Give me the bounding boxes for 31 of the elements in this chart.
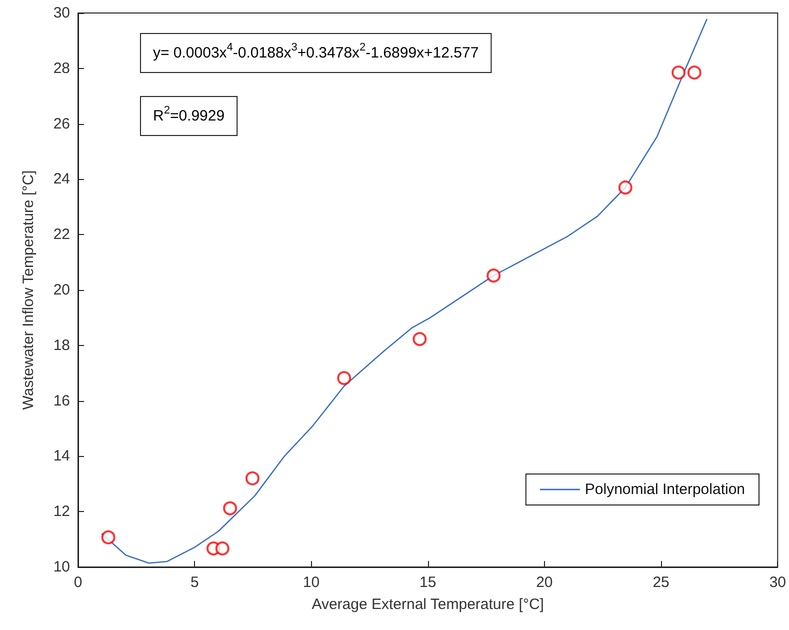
x-tick-label: 30 [769,574,786,591]
y-tick-label: 30 [53,4,70,22]
x-axis-title: Average External Temperature [°C] [312,596,544,613]
x-tick-label: 5 [190,574,199,591]
legend-label: Polynomial Interpolation [584,481,745,498]
y-tick-label: 12 [53,503,70,520]
x-tick-label: 15 [419,574,436,591]
point [101,530,116,544]
x-tick-label: 20 [536,574,553,591]
point [618,180,632,195]
y-tick-label: 26 [53,115,70,132]
y-tick-label: 14 [53,448,70,465]
y-axis-title: Wastewater Inflow Temperature [°C] [20,170,37,410]
y-tick-label: 18 [53,336,70,354]
y-tick-label: 28 [53,60,70,77]
point [215,541,230,556]
point [245,471,260,486]
point [486,268,501,283]
y-tick-label: 24 [53,170,70,188]
point [337,371,352,386]
point [412,332,427,346]
x-tick-label: 10 [302,574,320,591]
point [687,66,702,80]
point [672,66,686,80]
y-tick-label: 20 [53,282,70,298]
y-tick-label: 16 [53,392,70,410]
x-tick-label: 0 [74,574,82,591]
y-tick-label: 10 [53,558,70,576]
x-tick-label: 25 [652,574,670,591]
y-tick-label: 22 [53,226,70,244]
point [223,501,238,516]
